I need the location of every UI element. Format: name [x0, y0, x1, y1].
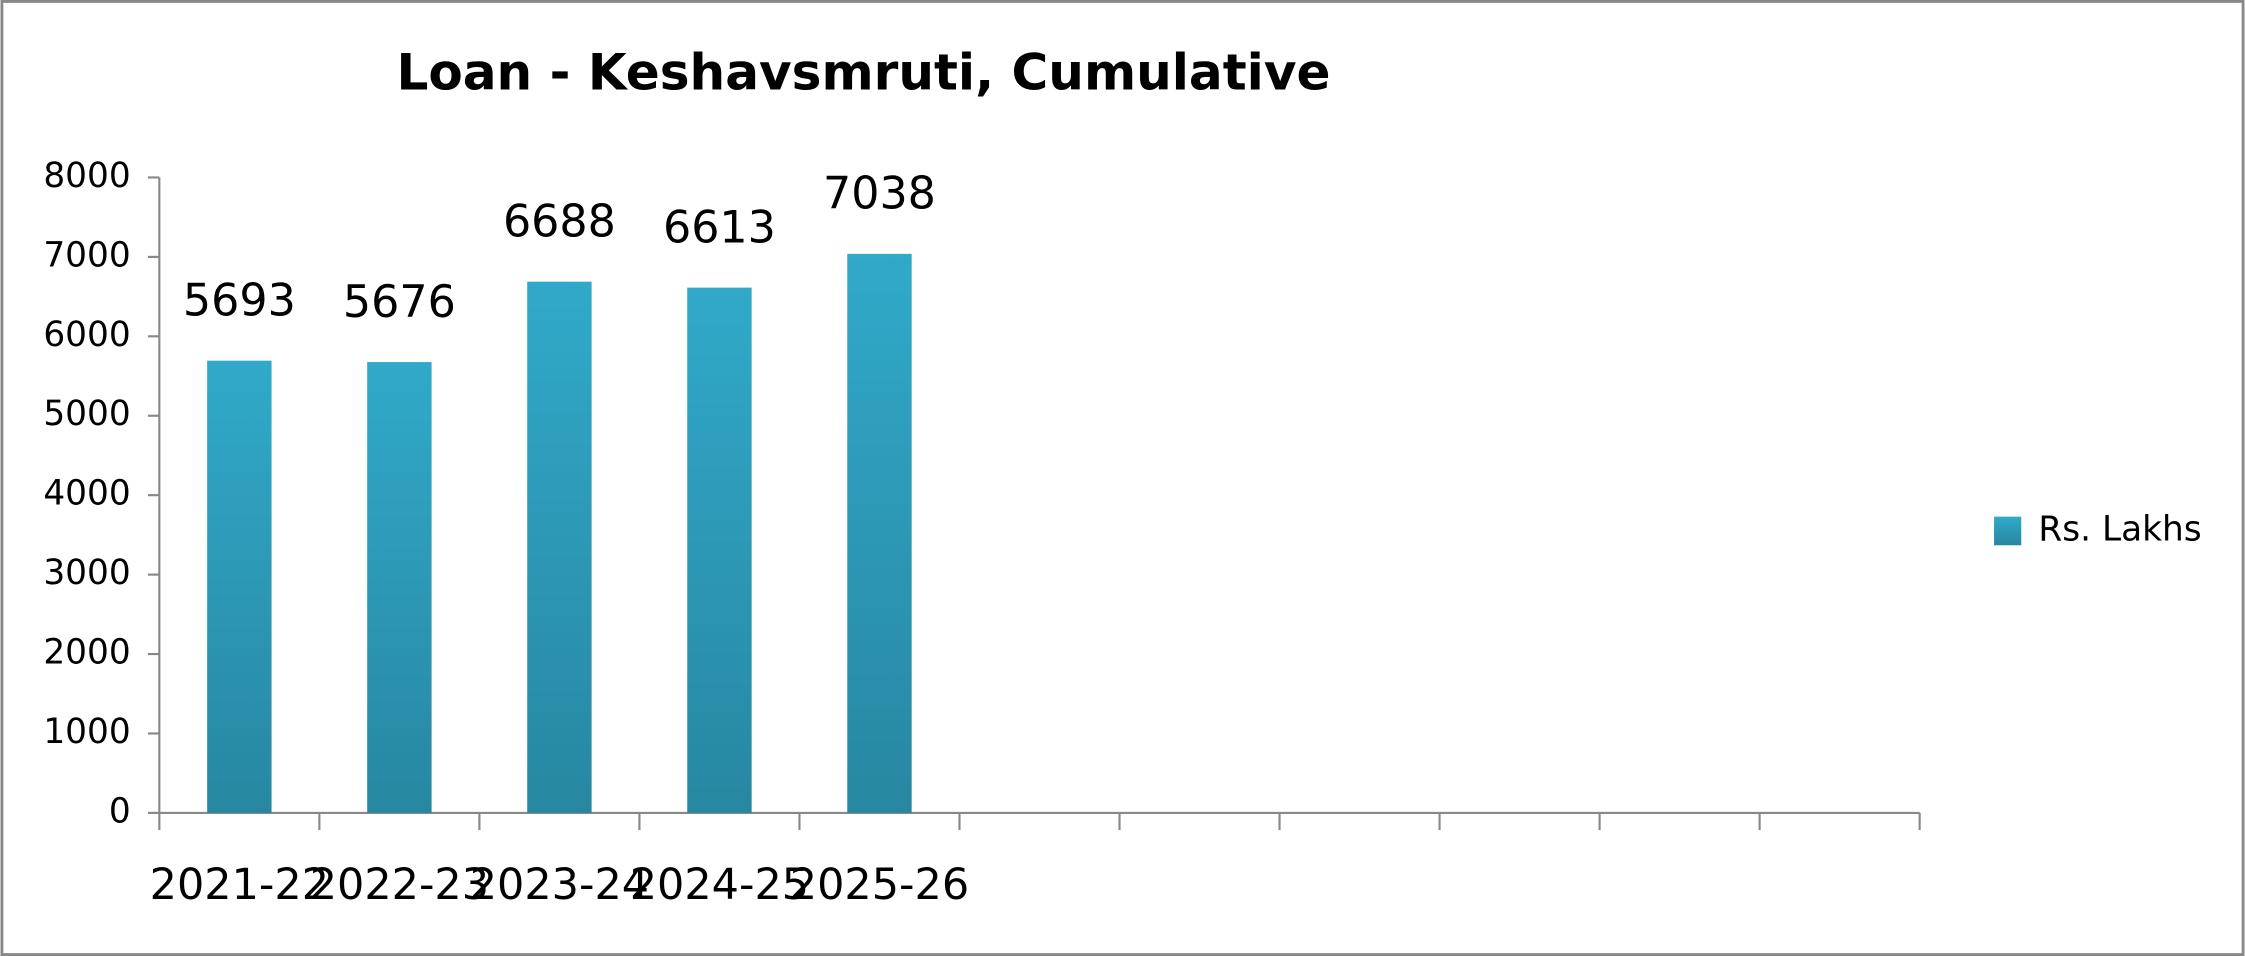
y-tick-label: 8000 — [43, 156, 130, 196]
y-tick-label: 0 — [109, 791, 131, 831]
x-tick-label: 2024-25 — [630, 860, 809, 910]
value-label: 6688 — [503, 196, 616, 247]
chart-title: Loan - Keshavsmruti, Cumulative — [396, 43, 1330, 101]
y-tick-label: 6000 — [43, 315, 130, 355]
value-label: 5676 — [343, 277, 456, 328]
y-tick-label: 1000 — [43, 712, 130, 752]
x-tick-label: 2025-26 — [790, 860, 969, 910]
bar — [367, 362, 432, 813]
x-tick-label: 2022-23 — [310, 860, 489, 910]
y-tick-label: 2000 — [43, 633, 130, 673]
y-tick-label: 7000 — [43, 235, 130, 275]
legend-label: Rs. Lakhs — [2038, 509, 2201, 549]
bar — [687, 287, 752, 813]
bar — [847, 253, 912, 813]
value-label: 7038 — [823, 169, 936, 220]
x-tick-label: 2021-22 — [150, 860, 329, 910]
y-tick-label: 3000 — [43, 553, 130, 593]
bar — [527, 281, 592, 813]
bar — [207, 360, 272, 813]
value-label: 5693 — [183, 275, 296, 326]
x-tick-label: 2023-24 — [470, 860, 649, 910]
y-tick-label: 4000 — [43, 474, 130, 514]
value-label: 6613 — [663, 202, 776, 253]
y-tick-label: 5000 — [43, 394, 130, 434]
legend-swatch — [1994, 516, 2022, 546]
